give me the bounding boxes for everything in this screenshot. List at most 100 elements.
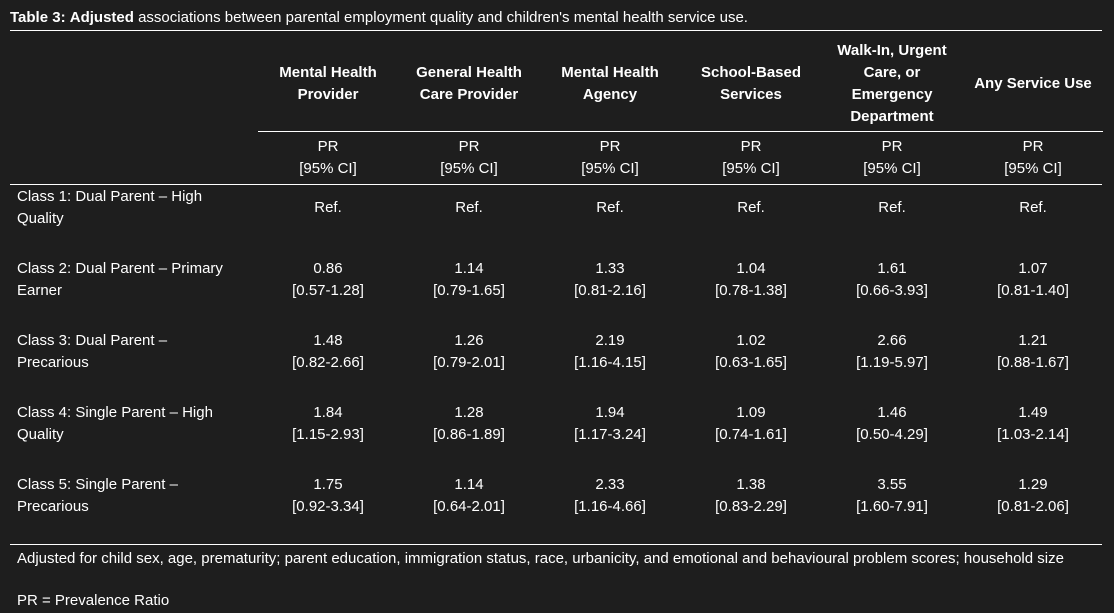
cell-ci: [0.78-1.38] <box>715 282 787 299</box>
cell-ci: [0.86-1.89] <box>433 426 505 443</box>
cell-pr: Ref. <box>596 199 624 216</box>
cell-pr: 1.07 <box>1018 260 1048 277</box>
cell-pr: 1.84 <box>313 404 343 421</box>
cell-pr: 1.75 <box>313 476 343 493</box>
cell-pr: 2.19 <box>595 332 625 349</box>
cell-pr: 3.55 <box>877 476 907 493</box>
table-cell: Ref. <box>399 197 539 219</box>
cell-ci: [1.16-4.66] <box>574 498 646 515</box>
ci-label: [95% CI] <box>581 160 639 177</box>
cell-ci: [0.82-2.66] <box>292 354 364 371</box>
row-label: Class 2: Dual Parent – Primary Earner <box>17 260 223 299</box>
stat-subheader: PR [95% CI] <box>540 136 680 180</box>
table-cell: 1.29 [0.81-2.06] <box>963 474 1103 518</box>
cell-pr: Ref. <box>737 199 765 216</box>
table-cell: 1.21 [0.88-1.67] <box>963 330 1103 374</box>
cell-ci: [0.63-1.65] <box>715 354 787 371</box>
table-cell: 1.84 [1.15-2.93] <box>258 402 398 446</box>
column-header-label: Mental Health Agency <box>561 64 659 103</box>
cell-pr: Ref. <box>314 199 342 216</box>
stat-label: PR <box>740 138 762 155</box>
caption-bold-word: Adjusted <box>69 9 134 26</box>
cell-pr: 1.49 <box>1018 404 1048 421</box>
table-cell: 3.55 [1.60-7.91] <box>822 474 962 518</box>
column-header-mental-health-provider: Mental Health Provider <box>258 40 398 128</box>
cell-ci: [0.57-1.28] <box>292 282 364 299</box>
caption-label: Table 3: <box>10 9 66 26</box>
cell-pr: 1.02 <box>736 332 766 349</box>
table-cell: 1.09 [0.74-1.61] <box>681 402 821 446</box>
cell-ci: [0.66-3.93] <box>856 282 928 299</box>
table-cell: 1.07 [0.81-1.40] <box>963 258 1103 302</box>
footnote-adjustment: Adjusted for child sex, age, prematurity… <box>17 550 1064 567</box>
table-cell: 2.19 [1.16-4.15] <box>540 330 680 374</box>
cell-pr: 0.86 <box>313 260 343 277</box>
cell-pr: 1.14 <box>454 260 484 277</box>
caption-text: associations between parental employment… <box>133 9 748 26</box>
column-header-label: School-Based Services <box>700 64 802 103</box>
cell-ci: [0.88-1.67] <box>997 354 1069 371</box>
table-cell: 1.46 [0.50-4.29] <box>822 402 962 446</box>
table-cell: Ref. <box>822 197 962 219</box>
cell-ci: [0.79-1.65] <box>433 282 505 299</box>
ci-label: [95% CI] <box>863 160 921 177</box>
stat-label: PR <box>881 138 903 155</box>
cell-ci: [1.60-7.91] <box>856 498 928 515</box>
cell-ci: [0.92-3.34] <box>292 498 364 515</box>
stat-subheader: PR [95% CI] <box>822 136 962 180</box>
footnote-pr: PR = Prevalence Ratio <box>17 592 170 609</box>
row-label: Class 5: Single Parent – Precarious <box>17 476 178 515</box>
ci-label: [95% CI] <box>722 160 780 177</box>
table-cell: Ref. <box>681 197 821 219</box>
subheader-rule <box>10 184 1102 185</box>
caption-rule <box>10 30 1102 31</box>
table-cell: 2.33 [1.16-4.66] <box>540 474 680 518</box>
cell-ci: [1.15-2.93] <box>292 426 364 443</box>
cell-pr: 1.94 <box>595 404 625 421</box>
cell-pr: 1.33 <box>595 260 625 277</box>
table-cell: 1.26 [0.79-2.01] <box>399 330 539 374</box>
ci-label: [95% CI] <box>299 160 357 177</box>
cell-pr: Ref. <box>455 199 483 216</box>
table-cell: 1.04 [0.78-1.38] <box>681 258 821 302</box>
table-caption: Table 3: Adjusted associations between p… <box>10 8 1102 28</box>
cell-ci: [1.03-2.14] <box>997 426 1069 443</box>
row-label: Class 1: Dual Parent – High Quality <box>17 188 203 227</box>
cell-pr: 1.38 <box>736 476 766 493</box>
table-cell: 0.86 [0.57-1.28] <box>258 258 398 302</box>
table-cell: 1.02 [0.63-1.65] <box>681 330 821 374</box>
column-header-label: General Health Care Provider <box>416 64 522 103</box>
table-cell: 1.33 [0.81-2.16] <box>540 258 680 302</box>
cell-pr: 1.14 <box>454 476 484 493</box>
column-header-label: Any Service Use <box>974 75 1092 92</box>
table-cell: 1.75 [0.92-3.34] <box>258 474 398 518</box>
table-cell: 1.28 [0.86-1.89] <box>399 402 539 446</box>
stat-label: PR <box>458 138 480 155</box>
cell-ci: [1.17-3.24] <box>574 426 646 443</box>
table-cell: 1.48 [0.82-2.66] <box>258 330 398 374</box>
table-cell: Ref. <box>258 197 398 219</box>
cell-pr: 1.04 <box>736 260 766 277</box>
cell-ci: [1.19-5.97] <box>856 354 928 371</box>
cell-pr: Ref. <box>1019 199 1047 216</box>
table-cell: 1.49 [1.03-2.14] <box>963 402 1103 446</box>
cell-pr: 1.29 <box>1018 476 1048 493</box>
column-header-mental-health-agency: Mental Health Agency <box>540 40 680 128</box>
table-cell: 1.94 [1.17-3.24] <box>540 402 680 446</box>
column-header-school-based-services: School-Based Services <box>681 40 821 128</box>
cell-ci: [0.81-1.40] <box>997 282 1069 299</box>
cell-ci: [0.81-2.16] <box>574 282 646 299</box>
column-header-general-health-care-provider: General Health Care Provider <box>399 40 539 128</box>
cell-pr: 1.61 <box>877 260 907 277</box>
stat-subheader: PR [95% CI] <box>258 136 398 180</box>
cell-ci: [0.79-2.01] <box>433 354 505 371</box>
cell-pr: 1.26 <box>454 332 484 349</box>
table-cell: 2.66 [1.19-5.97] <box>822 330 962 374</box>
cell-ci: [0.64-2.01] <box>433 498 505 515</box>
cell-pr: 2.33 <box>595 476 625 493</box>
cell-pr: 1.28 <box>454 404 484 421</box>
footer-rule <box>10 544 1102 545</box>
table-cell: 1.38 [0.83-2.29] <box>681 474 821 518</box>
cell-ci: [0.74-1.61] <box>715 426 787 443</box>
table-cell: 1.14 [0.64-2.01] <box>399 474 539 518</box>
